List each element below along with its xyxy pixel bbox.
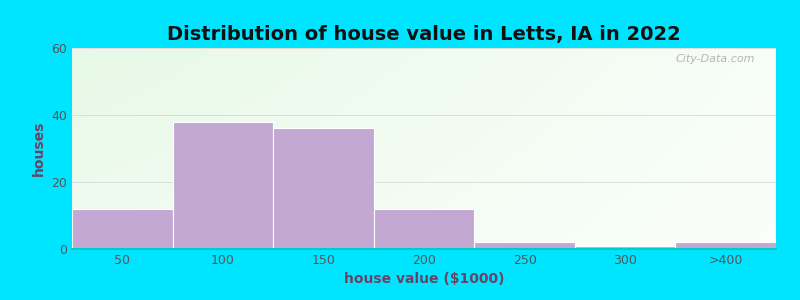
Bar [273,128,374,249]
Bar [575,246,675,249]
Bar [72,209,173,249]
Bar [173,122,273,249]
Bar [374,209,474,249]
Text: City-Data.com: City-Data.com [675,54,755,64]
X-axis label: house value ($1000): house value ($1000) [344,272,504,286]
Bar [474,242,575,249]
Title: Distribution of house value in Letts, IA in 2022: Distribution of house value in Letts, IA… [167,25,681,44]
Y-axis label: houses: houses [32,121,46,176]
Bar [675,242,776,249]
